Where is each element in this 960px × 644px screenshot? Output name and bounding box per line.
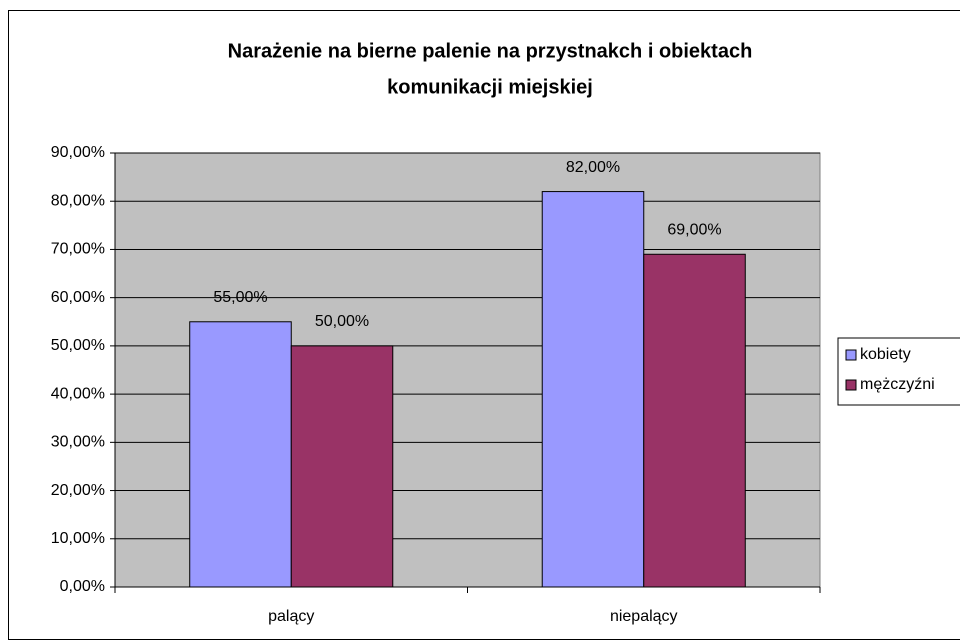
x-tick-label: niepalący: [610, 608, 678, 625]
chart-title: komunikacji miejskiej: [387, 76, 593, 98]
y-tick-label: 0,00%: [60, 578, 105, 595]
y-tick-label: 70,00%: [51, 241, 105, 258]
chart-title: Narażenie na bierne palenie na przystnak…: [228, 40, 753, 62]
bar: [290, 345, 394, 588]
legend-box: [837, 337, 960, 406]
bar: [541, 191, 645, 588]
y-tick-label: 60,00%: [51, 289, 105, 306]
bar: [189, 321, 292, 588]
legend-label: mężczyźni: [860, 376, 935, 393]
legend-swatch: [845, 349, 857, 361]
y-tick-label: 80,00%: [51, 192, 105, 209]
y-tick-label: 20,00%: [51, 482, 105, 499]
y-tick-label: 10,00%: [51, 530, 105, 547]
legend-swatch: [845, 379, 857, 391]
bar: [643, 253, 746, 588]
y-tick-label: 50,00%: [51, 337, 105, 354]
y-tick-label: 40,00%: [51, 385, 105, 402]
data-label: 55,00%: [213, 289, 267, 306]
y-tick-label: 30,00%: [51, 434, 105, 451]
data-label: 82,00%: [566, 159, 620, 176]
y-tick-label: 90,00%: [51, 144, 105, 161]
data-label: 50,00%: [315, 313, 369, 330]
x-tick-label: palący: [268, 608, 314, 625]
data-label: 69,00%: [667, 221, 721, 238]
legend-label: kobiety: [860, 346, 911, 363]
